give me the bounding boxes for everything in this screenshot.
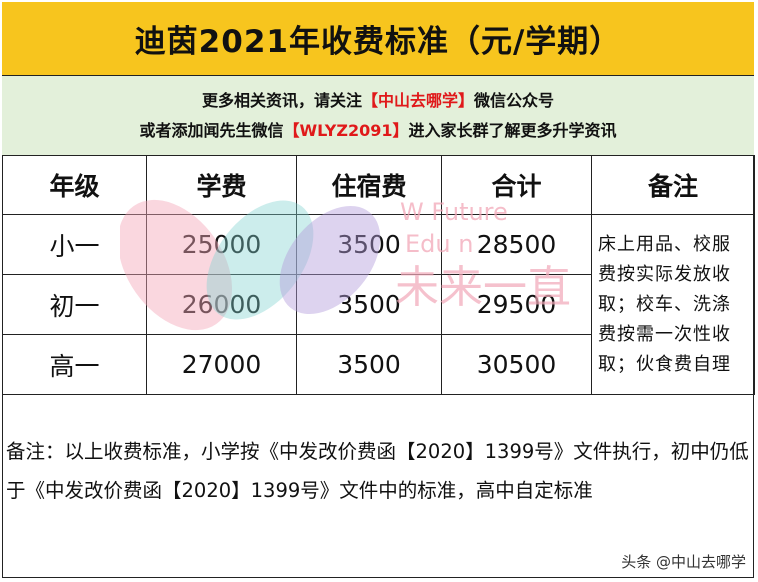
notice-line-1: 更多相关资讯，请关注【中山去哪学】微信公众号: [202, 86, 554, 116]
header-boarding: 住宿费: [296, 155, 442, 215]
notice-banner: 更多相关资讯，请关注【中山去哪学】微信公众号 或者添加闻先生微信【WLYZ209…: [2, 76, 754, 156]
cell-total: 30500: [441, 334, 592, 395]
notice-line-1-pre: 更多相关资讯，请关注: [201, 90, 362, 110]
cell-boarding: 3500: [296, 214, 442, 275]
cell-total: 28500: [441, 214, 592, 275]
credit-text: 头条 @中山去哪学: [621, 553, 746, 571]
notice-line-1-post: 微信公众号: [474, 90, 555, 110]
cell-grade: 高一: [2, 334, 147, 395]
table-header-row: 年级 学费 住宿费 合计 备注: [2, 155, 755, 215]
table-row: 初一 26000 3500 29500: [2, 274, 755, 335]
notice-line-2-pre: 或者添加闻先生微信: [139, 120, 284, 140]
cell-total: 29500: [441, 274, 592, 335]
notice-line-2: 或者添加闻先生微信【WLYZ2091】进入家长群了解更多升学资讯: [139, 116, 616, 146]
table-row: 小一 25000 3500 28500 床上用品、校服费按实际发放收取；校车、洗…: [2, 214, 755, 395]
fee-table: 年级 学费 住宿费 合计 备注 小一 25000 3500 28500 床上用品…: [2, 155, 755, 395]
notice-line-2-highlight: 【WLYZ2091】: [283, 120, 409, 140]
cell-tuition: 25000: [146, 214, 297, 275]
cell-tuition: 26000: [146, 274, 297, 335]
source-credit: 头条 @中山去哪学: [621, 551, 746, 572]
notice-line-1-highlight: 【中山去哪学】: [361, 90, 474, 110]
cell-remark: 床上用品、校服费按实际发放收取；校车、洗涤费按需一次性收取；伙食费自理: [591, 214, 755, 395]
cell-grade: 小一: [2, 214, 147, 275]
notice-line-2-post: 进入家长群了解更多升学资讯: [408, 120, 617, 140]
header-remark: 备注: [591, 155, 755, 215]
header-total: 合计: [441, 155, 592, 215]
page-title-text: 迪茵2021年收费标准（元/学期）: [134, 24, 622, 60]
cell-boarding: 3500: [296, 334, 442, 395]
cell-grade: 初一: [2, 274, 147, 335]
cell-tuition: 27000: [146, 334, 297, 395]
table-row: 高一 27000 3500 30500: [2, 334, 755, 395]
cell-boarding: 3500: [296, 274, 442, 335]
page-title: 迪茵2021年收费标准（元/学期）: [2, 2, 754, 76]
header-tuition: 学费: [146, 155, 297, 215]
header-grade: 年级: [2, 155, 147, 215]
footnote: 备注：以上收费标准，小学按《中发改价费函【2020】1399号》文件执行，初中仍…: [6, 440, 749, 502]
